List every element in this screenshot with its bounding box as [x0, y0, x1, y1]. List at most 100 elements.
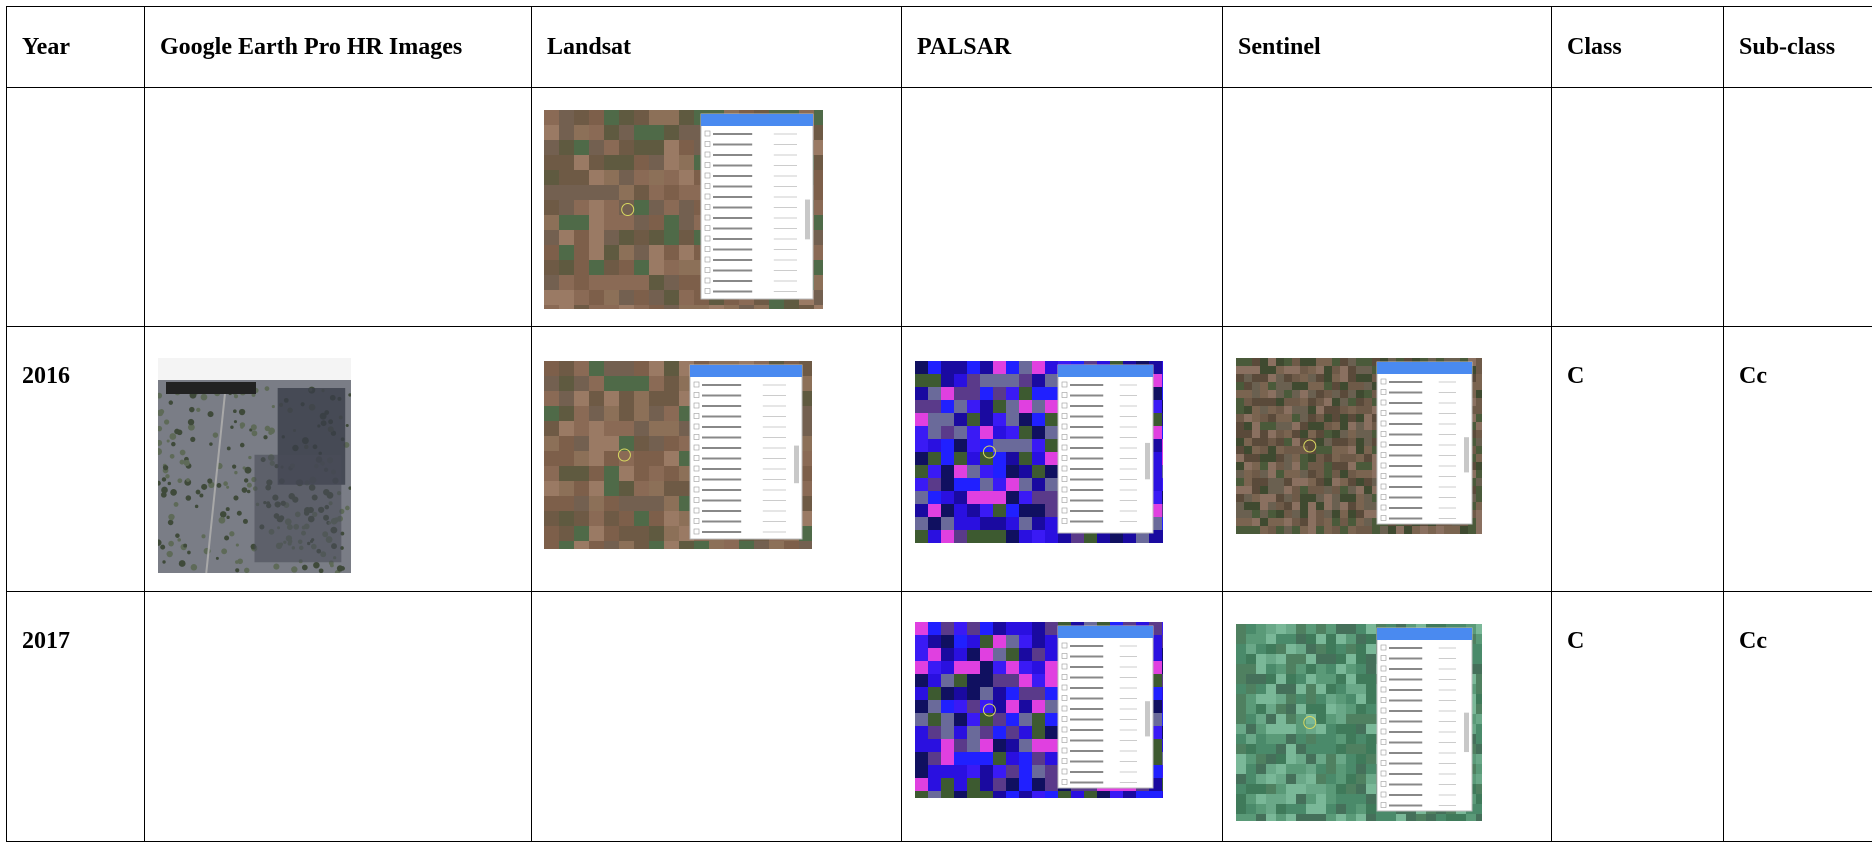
pixel: [544, 541, 559, 549]
pixel: [928, 726, 941, 739]
pixel: [574, 466, 589, 481]
pixel: [1306, 754, 1316, 764]
scrollbar: [1145, 701, 1150, 736]
pixel: [1252, 470, 1260, 478]
pixel: [1296, 684, 1306, 694]
pixel: [1476, 478, 1482, 486]
tree: [244, 568, 249, 573]
pixel: [928, 400, 941, 413]
scrollbar: [1464, 713, 1469, 752]
pixel: [954, 400, 967, 413]
pixel: [993, 739, 1006, 752]
pixel: [1284, 366, 1292, 374]
pixel: [724, 305, 739, 309]
pixel: [1260, 390, 1268, 398]
pixel: [1300, 358, 1308, 366]
pixel: [1326, 724, 1336, 734]
pixel: [589, 361, 604, 376]
pixel: [724, 541, 739, 549]
scrollbar: [1145, 443, 1150, 479]
pixel: [967, 400, 980, 413]
pixel: [1436, 814, 1446, 821]
pixel: [1356, 446, 1364, 454]
pixel: [559, 290, 574, 305]
pixel: [1346, 664, 1356, 674]
pixel: [980, 700, 993, 713]
pixel: [1236, 774, 1246, 784]
pixel: [1348, 526, 1356, 534]
pixel: [1266, 724, 1276, 734]
pixel: [1476, 422, 1482, 430]
pixel: [1276, 734, 1286, 744]
pixel: [589, 155, 604, 170]
pixel: [1162, 765, 1163, 778]
pixel: [1324, 358, 1332, 366]
pixel: [1032, 413, 1045, 426]
pixel: [993, 687, 1006, 700]
pixel: [1006, 648, 1019, 661]
pixel: [1292, 494, 1300, 502]
pixel: [1456, 814, 1466, 821]
pixel: [1032, 778, 1045, 791]
pixel: [1045, 765, 1058, 778]
pixel: [679, 215, 694, 230]
pixel: [544, 511, 559, 526]
pixel: [574, 245, 589, 260]
pixel: [1306, 674, 1316, 684]
pixel: [1019, 635, 1032, 648]
pixel: [993, 622, 1006, 635]
layers-panel: [1377, 362, 1472, 524]
pixel: [1306, 744, 1316, 754]
tree: [162, 477, 166, 481]
pixel: [1284, 502, 1292, 510]
pixel: [1356, 694, 1366, 704]
pixel: [1316, 804, 1326, 814]
tree: [319, 568, 324, 573]
pixel: [559, 541, 574, 549]
pixel: [1292, 454, 1300, 462]
pixel: [1336, 754, 1346, 764]
pixel: [559, 376, 574, 391]
pixel: [664, 526, 679, 541]
pixel: [649, 155, 664, 170]
pixel: [1032, 361, 1045, 374]
pixel: [769, 305, 784, 309]
pixel: [1236, 398, 1244, 406]
pixel: [1356, 358, 1364, 366]
pixel: [1336, 734, 1346, 744]
pixel: [1284, 526, 1292, 534]
pixel: [1276, 694, 1286, 704]
pixel: [1306, 664, 1316, 674]
pixel: [544, 170, 559, 185]
pixel: [1316, 774, 1326, 784]
tree: [179, 560, 186, 567]
pixel: [980, 622, 993, 635]
pixel: [1266, 634, 1276, 644]
tree: [183, 544, 187, 548]
tree: [268, 430, 273, 435]
cell: [1223, 88, 1552, 327]
pixel: [559, 481, 574, 496]
pixel: [814, 125, 823, 140]
pixel: [1236, 366, 1244, 374]
pixel: [1276, 366, 1284, 374]
pixel: [649, 526, 664, 541]
pixel: [1364, 358, 1372, 366]
pixel: [1336, 784, 1346, 794]
pixel: [1340, 414, 1348, 422]
pixel: [1476, 764, 1482, 774]
pixel: [1252, 446, 1260, 454]
pixel: [1045, 700, 1058, 713]
pixel: [589, 275, 604, 290]
pixel: [1340, 526, 1348, 534]
pixel: [1356, 374, 1364, 382]
pixel: [1316, 462, 1324, 470]
pixel: [980, 452, 993, 465]
tree: [201, 484, 207, 490]
pixel: [1246, 644, 1256, 654]
pixel: [1252, 430, 1260, 438]
pixel: [1019, 452, 1032, 465]
pixel: [589, 215, 604, 230]
pixel: [1476, 398, 1482, 406]
